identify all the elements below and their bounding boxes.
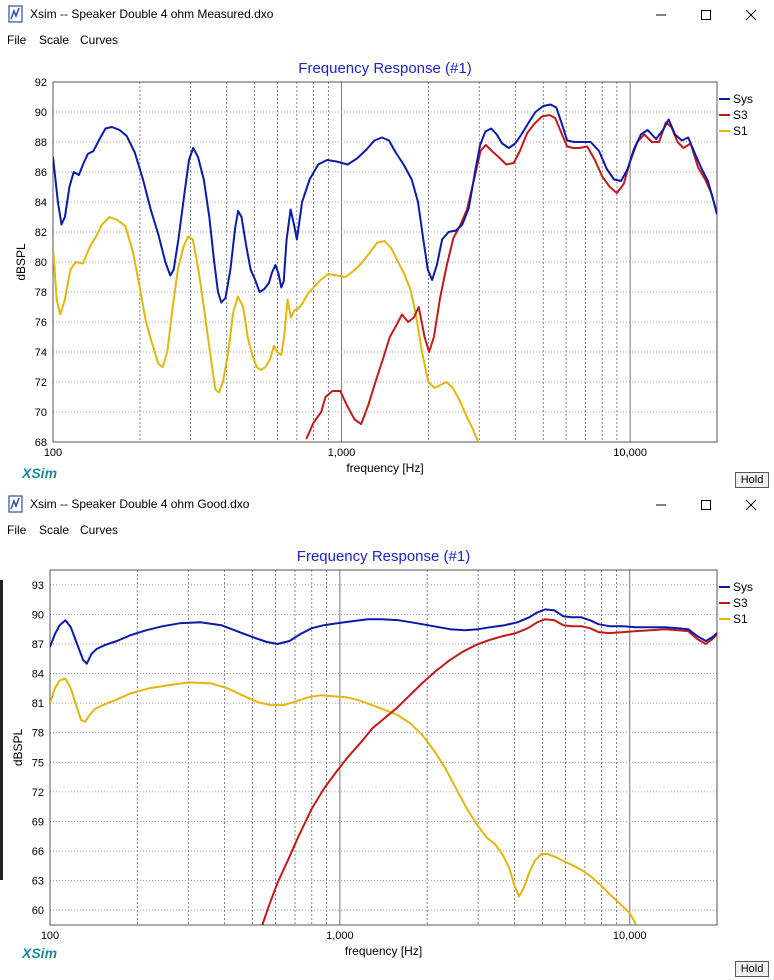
minimize-icon [656, 504, 666, 506]
menu-scale[interactable]: Scale [39, 33, 70, 47]
minimize-icon [656, 14, 666, 16]
chart-panel: 68 70 72 74 76 78 80 82 84 86 88 90 92 100 1,000 10,000… [0, 50, 774, 490]
plot-border [49, 569, 718, 926]
y-tick-label: 81 [32, 698, 44, 710]
minimize-button[interactable] [638, 490, 684, 520]
y-tick-label: 69 [32, 816, 44, 828]
xsim-window-measured: Xsim -- Speaker Double 4 ohm Measured.dx… [0, 0, 774, 490]
maximize-icon [701, 500, 711, 510]
xsim-logo: XSim [21, 945, 57, 961]
y-tick-label: 78 [32, 728, 44, 740]
y-tick-label: 70 [35, 407, 47, 419]
legend-label-sys: Sys [733, 92, 753, 106]
series-line-s3 [261, 618, 717, 925]
maximize-icon [701, 10, 711, 20]
y-tick-label: 74 [35, 347, 47, 359]
y-tick-label: 93 [32, 580, 44, 592]
xsim-window-good: Xsim -- Speaker Double 4 ohm Good.dxo Fi… [0, 490, 774, 980]
menu-curves[interactable]: Curves [80, 523, 119, 537]
frequency-response-chart: 68 70 72 74 76 78 80 82 84 86 88 90 92 100 1,000 10,000… [14, 60, 753, 481]
x-tick-label: 1,000 [328, 447, 356, 459]
y-tick-label: 90 [32, 609, 44, 621]
window-edge [0, 580, 3, 880]
y-tick-label: 66 [32, 846, 44, 858]
y-axis-label: dBSPL [11, 728, 25, 766]
close-button[interactable] [728, 0, 774, 30]
close-icon [745, 499, 757, 511]
y-tick-label: 88 [35, 137, 47, 149]
chart-title: Frequency Response (#1) [298, 60, 471, 77]
y-tick-label: 75 [32, 757, 44, 769]
menu-scale[interactable]: Scale [39, 523, 70, 537]
x-tick-label: 10,000 [613, 930, 647, 942]
legend-label-s1: S1 [733, 124, 748, 138]
y-tick-label: 60 [32, 905, 44, 917]
series-line-s1 [53, 216, 480, 442]
menu-file[interactable]: File [7, 523, 27, 537]
x-tick-label: 100 [44, 447, 62, 459]
y-tick-label: 76 [35, 317, 47, 329]
frequency-response-chart: 60 63 66 69 72 75 78 81 84 87 90 93 100 1,000 10,000 Fr… [11, 548, 753, 961]
y-tick-label: 84 [35, 197, 47, 209]
y-tick-label: 84 [32, 669, 44, 681]
plot-border [52, 81, 718, 443]
y-tick-label: 63 [32, 876, 44, 888]
maximize-button[interactable] [683, 490, 729, 520]
title-bar[interactable]: Xsim -- Speaker Double 4 ohm Measured.dx… [0, 0, 774, 30]
y-tick-label: 87 [32, 639, 44, 651]
y-tick-label: 68 [35, 437, 47, 449]
xsim-app-icon [8, 5, 23, 23]
hold-button[interactable]: Hold [735, 961, 769, 977]
window-title: Xsim -- Speaker Double 4 ohm Measured.dx… [30, 7, 274, 21]
series-line-s1 [50, 677, 637, 925]
legend-label-s3: S3 [733, 596, 748, 610]
xsim-logo: XSim [21, 465, 57, 481]
y-tick-label: 80 [35, 257, 47, 269]
series-line-sys [53, 103, 717, 304]
menu-bar: File Scale Curves [0, 30, 774, 50]
x-tick-label: 100 [41, 930, 59, 942]
x-tick-label: 10,000 [613, 447, 647, 459]
xsim-app-icon [8, 495, 23, 513]
x-axis-label: frequency [Hz] [345, 944, 422, 958]
plot-area [53, 82, 717, 442]
legend-label-s3: S3 [733, 108, 748, 122]
y-tick-label: 78 [35, 287, 47, 299]
y-axis-label: dBSPL [14, 243, 28, 281]
chart-panel: 60 63 66 69 72 75 78 81 84 87 90 93 100 1,000 10,000 Fr… [0, 540, 774, 980]
y-tick-label: 82 [35, 227, 47, 239]
hold-button[interactable]: Hold [735, 472, 769, 488]
plot-area [50, 570, 717, 925]
chart-title: Frequency Response (#1) [297, 548, 470, 565]
title-bar[interactable]: Xsim -- Speaker Double 4 ohm Good.dxo [0, 490, 774, 520]
y-tick-label: 92 [35, 77, 47, 89]
menu-bar: File Scale Curves [0, 520, 774, 540]
series-line-s3 [305, 114, 717, 440]
y-tick-label: 72 [35, 377, 47, 389]
y-tick-label: 72 [32, 787, 44, 799]
maximize-button[interactable] [683, 0, 729, 30]
close-icon [745, 9, 757, 21]
window-title: Xsim -- Speaker Double 4 ohm Good.dxo [30, 497, 250, 511]
x-axis-label: frequency [Hz] [346, 461, 423, 475]
close-button[interactable] [728, 490, 774, 520]
x-tick-label: 1,000 [326, 930, 354, 942]
y-tick-label: 90 [35, 107, 47, 119]
series-line-sys [50, 608, 717, 665]
y-tick-label: 86 [35, 167, 47, 179]
minimize-button[interactable] [638, 0, 684, 30]
menu-curves[interactable]: Curves [80, 33, 119, 47]
menu-file[interactable]: File [7, 33, 27, 47]
legend-label-s1: S1 [733, 612, 748, 626]
legend-label-sys: Sys [733, 580, 753, 594]
